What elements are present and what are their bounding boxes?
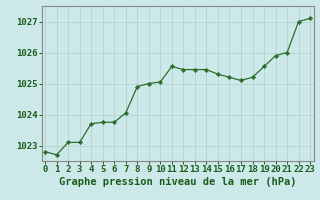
- X-axis label: Graphe pression niveau de la mer (hPa): Graphe pression niveau de la mer (hPa): [59, 177, 296, 187]
